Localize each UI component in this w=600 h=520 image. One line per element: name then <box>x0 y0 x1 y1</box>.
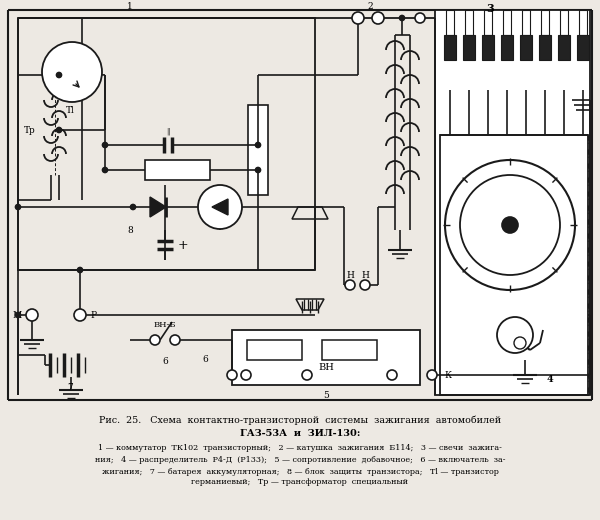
Bar <box>18 18 315 270</box>
Bar <box>440 135 588 395</box>
Bar <box>232 330 420 385</box>
Circle shape <box>502 217 518 233</box>
Circle shape <box>497 317 533 353</box>
Bar <box>444 35 456 60</box>
Circle shape <box>131 204 136 210</box>
Text: Н: Н <box>361 270 369 280</box>
Text: ВН-Б: ВН-Б <box>154 321 176 329</box>
Circle shape <box>16 313 20 318</box>
Text: 7: 7 <box>67 383 73 392</box>
Circle shape <box>427 370 437 380</box>
Bar <box>501 35 513 60</box>
Bar <box>482 35 494 60</box>
Text: жигания;   7 — батарея  аккумуляторная;   8 — блок  защиты  транзистора;   Тl — : жигания; 7 — батарея аккумуляторная; 8 —… <box>101 468 499 476</box>
Bar <box>558 35 570 60</box>
Polygon shape <box>150 197 166 217</box>
Circle shape <box>460 175 560 275</box>
Circle shape <box>302 370 312 380</box>
Text: 2: 2 <box>367 2 373 10</box>
Circle shape <box>56 72 62 77</box>
Text: 4: 4 <box>547 375 553 384</box>
Circle shape <box>103 167 107 173</box>
Bar <box>541 10 549 35</box>
Circle shape <box>372 12 384 24</box>
Bar <box>522 10 530 35</box>
Text: 6: 6 <box>202 356 208 365</box>
Circle shape <box>16 204 20 210</box>
Text: германиевый;   Тр — трансформатор  специальный: германиевый; Тр — трансформатор специаль… <box>191 478 409 486</box>
Circle shape <box>345 280 355 290</box>
Text: 1 — коммутатор  ТК102  транзисторный;   2 — катушка  зажигания  Б114;   3 — свеч: 1 — коммутатор ТК102 транзисторный; 2 — … <box>98 444 502 452</box>
Text: Тр: Тр <box>24 125 36 135</box>
Bar <box>435 10 590 395</box>
Circle shape <box>352 12 364 24</box>
Bar <box>539 35 551 60</box>
Circle shape <box>445 160 575 290</box>
Circle shape <box>74 309 86 321</box>
Text: 8: 8 <box>127 226 133 235</box>
Circle shape <box>360 280 370 290</box>
Bar <box>484 10 492 35</box>
Circle shape <box>42 42 102 102</box>
Text: ния;   4 — распределитель  Р4-Д  (Р133);   5 — сопротивление  добавочное;   6 — : ния; 4 — распределитель Р4-Д (Р133); 5 —… <box>95 456 505 464</box>
Text: ВН: ВН <box>318 362 334 371</box>
Bar <box>560 10 568 35</box>
Circle shape <box>26 309 38 321</box>
Circle shape <box>387 370 397 380</box>
Circle shape <box>256 167 260 173</box>
Bar <box>247 340 302 360</box>
Bar <box>577 35 589 60</box>
Circle shape <box>256 142 260 148</box>
Circle shape <box>227 370 237 380</box>
Circle shape <box>198 185 242 229</box>
Text: 1: 1 <box>127 2 133 10</box>
Bar <box>248 105 268 195</box>
Text: 5: 5 <box>323 391 329 399</box>
Text: Тl: Тl <box>65 106 74 114</box>
Bar <box>520 35 532 60</box>
Bar <box>579 10 587 35</box>
Circle shape <box>400 16 404 20</box>
Circle shape <box>77 267 83 272</box>
Bar <box>465 10 473 35</box>
Circle shape <box>241 370 251 380</box>
Polygon shape <box>212 199 228 215</box>
Text: ГАЗ-53А  и  ЗИЛ-130:: ГАЗ-53А и ЗИЛ-130: <box>240 430 360 438</box>
Text: 6: 6 <box>162 358 168 367</box>
Circle shape <box>56 127 62 133</box>
Text: +: + <box>178 239 188 252</box>
Circle shape <box>103 142 107 148</box>
Circle shape <box>170 335 180 345</box>
Bar <box>446 10 454 35</box>
Bar <box>463 35 475 60</box>
Bar <box>503 10 511 35</box>
Text: Н: Н <box>346 270 354 280</box>
Circle shape <box>514 337 526 349</box>
Bar <box>145 160 210 180</box>
Text: ||: || <box>166 127 170 135</box>
Text: Р: Р <box>90 310 96 319</box>
Text: 3: 3 <box>486 3 494 14</box>
Circle shape <box>150 335 160 345</box>
Text: К: К <box>444 370 451 380</box>
Bar <box>322 340 377 360</box>
Text: Рис.  25.   Схема  контактно-транзисторной  системы  зажигания  автомобилей: Рис. 25. Схема контактно-транзисторной с… <box>99 415 501 425</box>
Circle shape <box>415 13 425 23</box>
Text: М: М <box>13 310 22 319</box>
